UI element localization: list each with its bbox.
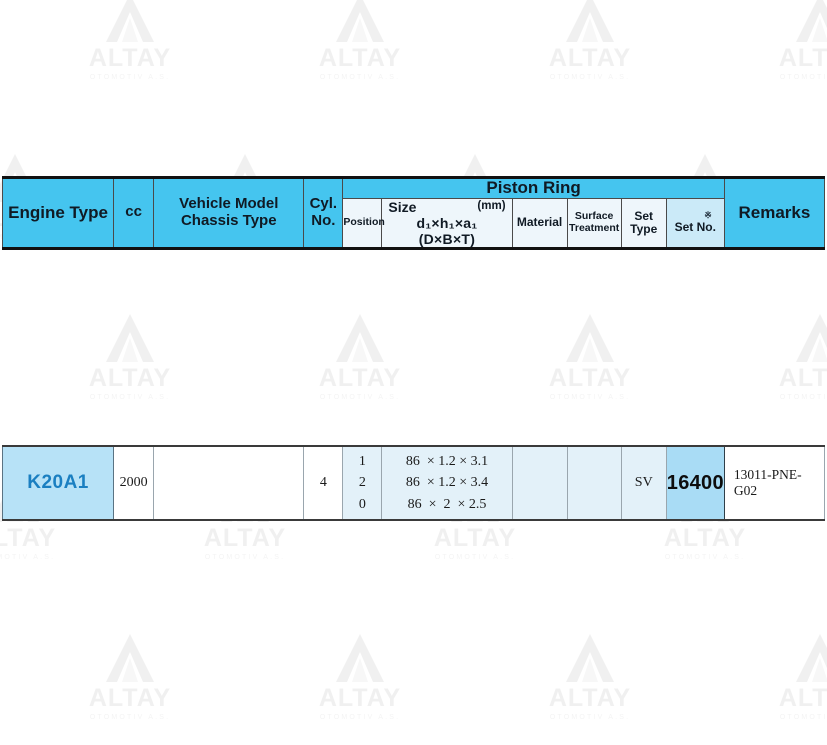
position-value-stack: 1 2 0 (343, 451, 381, 515)
col-header-position: Position (342, 197, 385, 249)
table-header: Engine Type cc Vehicle Model Chassis Typ… (1, 176, 826, 250)
header-row-sub: Position Size (mm) d₁×h₁×a₁ (D×B×T) Mate… (3, 197, 825, 249)
vehicle-model-line-1: Vehicle Model (179, 195, 279, 213)
col-header-set-no: ※ Set No. (665, 197, 725, 249)
cyl-no-line-2: No. (311, 211, 336, 229)
size-unit: (mm) (477, 199, 506, 212)
cell-remarks: 13011-PNE-G02 (723, 445, 826, 521)
set-type-line-2: Type (630, 221, 658, 236)
col-header-material: Material (511, 197, 568, 249)
position-value-1: 2 (358, 475, 366, 491)
size-label: Size (mm) (382, 199, 511, 215)
col-header-cylinder-no: Cyl. No. (303, 177, 344, 249)
cell-position: 1 2 0 (342, 445, 383, 521)
cell-cylinder-no: 4 (303, 445, 344, 521)
set-no-label: Set No. (674, 219, 716, 234)
cell-set-type: SV (620, 445, 667, 521)
surface-line-2: Treatment (569, 221, 620, 234)
cell-cc: 2000 (113, 445, 155, 521)
col-header-surface-treatment: Surface Treatment (566, 197, 622, 249)
size-value-stack: 86 × 1.2 × 3.1 86 × 1.2 × 3.4 86 × 2 × 2.5 (382, 451, 511, 515)
group-header-piston-ring: Piston Ring (342, 177, 725, 199)
position-value-2: 0 (358, 496, 366, 512)
col-header-set-type: Set Type (620, 197, 667, 249)
header-row-group: Engine Type cc Vehicle Model Chassis Typ… (1, 177, 826, 249)
size-formula: d₁×h₁×a₁ (416, 214, 478, 231)
size-value-1: 86 × 1.2 × 3.4 (405, 475, 489, 491)
set-type-line-1: Set (634, 208, 654, 223)
reference-mark-icon: ※ (704, 209, 712, 220)
col-header-remarks: Remarks (723, 177, 826, 249)
vehicle-model-line-2: Chassis Type (180, 211, 277, 229)
cell-surface-treatment (566, 445, 622, 521)
surface-line-1: Surface (574, 209, 614, 222)
col-header-size: Size (mm) d₁×h₁×a₁ (D×B×T) (381, 197, 513, 249)
col-header-cc: cc (113, 177, 155, 249)
cell-vehicle-model (153, 445, 305, 521)
col-header-engine-type: Engine Type (1, 177, 115, 249)
cell-material (511, 445, 568, 521)
cell-engine-type[interactable]: K20A1 (1, 445, 115, 521)
size-value-0: 86 × 1.2 × 3.1 (405, 454, 489, 470)
cell-set-no[interactable]: 16400 (665, 445, 725, 521)
col-header-vehicle-model: Vehicle Model Chassis Type (153, 177, 305, 249)
position-value-0: 1 (358, 454, 366, 470)
cyl-no-line-1: Cyl. (309, 195, 338, 213)
size-label-text: Size (388, 198, 417, 215)
size-value-2: 86 × 2 × 2.5 (407, 496, 487, 512)
cell-size: 86 × 1.2 × 3.1 86 × 1.2 × 3.4 86 × 2 × 2.5 (381, 445, 513, 521)
size-formula-alt: (D×B×T) (418, 230, 476, 247)
